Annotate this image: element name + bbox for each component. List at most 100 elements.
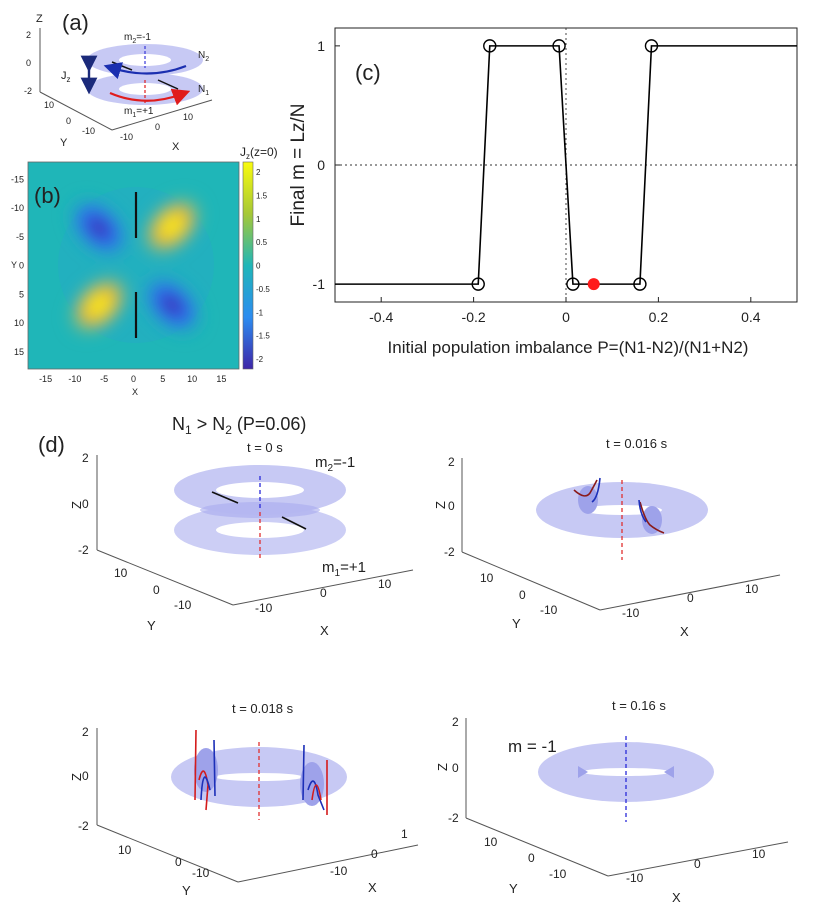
svg-text:-10: -10	[622, 606, 640, 620]
svg-text:X: X	[672, 890, 681, 905]
c-xtick-label: -0.4	[369, 309, 393, 325]
svg-text:2: 2	[448, 455, 455, 469]
a-ytick-0: 0	[66, 116, 71, 126]
svg-text:-10: -10	[255, 601, 273, 615]
a-xtick-0: 0	[155, 122, 160, 132]
c-ytick-label: 0	[317, 157, 325, 173]
svg-text:-10: -10	[540, 603, 558, 617]
c-xtick-label: 0.4	[741, 309, 761, 325]
c-marker	[471, 277, 485, 291]
svg-text:X: X	[368, 880, 377, 895]
svg-text:10: 10	[745, 582, 759, 596]
a-ztick-0: 0	[26, 58, 31, 68]
c-marker	[552, 39, 566, 53]
d1-m1: m1=+1	[322, 559, 366, 579]
svg-text:0: 0	[153, 583, 160, 597]
c-ylabel: Final m = Lz/N	[288, 103, 309, 226]
a-xtick-m10: -10	[120, 132, 133, 142]
panel-d: (d) N1 > N2 (P=0.06) t = 0 s m2=-1 m1=+1…	[38, 414, 789, 905]
panel-c: (c) -0.4 -0.2 0 0.2 0.4 -1 0 1 Initial populat…	[288, 27, 798, 357]
svg-text:0: 0	[687, 591, 694, 605]
a-ztick-2: 2	[26, 30, 31, 40]
b-xtick-label: -5	[100, 374, 108, 384]
c-x-ticks: -0.4 -0.2 0 0.2 0.4	[369, 297, 761, 325]
d2-axis-labels: 2 0 -2 Z 10 0 -10 Y -10 0 10 X	[433, 455, 759, 639]
d1-m2: m2=-1	[315, 454, 355, 474]
panel-c-tag: (c)	[355, 60, 381, 85]
panel-b: (b) Jz(z=0) 2 1.5 1 0.5 0 -0.5 -1 -1.5 -2 -15 -10…	[11, 145, 278, 397]
b-xtick-label: -15	[39, 374, 52, 384]
a-jz-label: Jz	[61, 70, 71, 84]
svg-text:X: X	[320, 623, 329, 638]
b-xlabel: X	[132, 387, 138, 397]
b-y-ticks: -15 -10 -5 0 5 10 15	[11, 174, 24, 357]
a-ytick-m10: -10	[82, 126, 95, 136]
svg-text:0: 0	[175, 855, 182, 869]
svg-text:10: 10	[484, 835, 498, 849]
a-m1-label: m1=+1	[124, 106, 154, 119]
b-ytick-label: -15	[11, 174, 24, 184]
panel-a-tag: (a)	[62, 10, 89, 35]
svg-text:-2: -2	[448, 811, 459, 825]
svg-text:-2: -2	[78, 819, 89, 833]
svg-text:1: 1	[401, 827, 408, 841]
d-subplot-2: t = 0.016 s 2 0 -2 Z 10 0 -10 Y -10 0 10…	[433, 436, 781, 639]
b-xtick-label: 5	[160, 374, 165, 384]
c-series-line	[335, 45, 797, 285]
d3-axis-labels: 2 0 -2 Z 10 0 -10 Y -10 0 1 X	[69, 725, 408, 898]
a-zlabel: Z	[36, 13, 43, 25]
svg-text:Z: Z	[433, 501, 448, 509]
a-xlabel: X	[172, 141, 180, 153]
c-xtick-label: -0.2	[462, 309, 486, 325]
svg-text:10: 10	[378, 577, 392, 591]
a-ylabel: Y	[60, 137, 68, 149]
a-ytick-10: 10	[44, 100, 54, 110]
b-heatmap	[28, 162, 239, 369]
svg-text:0: 0	[694, 857, 701, 871]
d-title: N1 > N2 (P=0.06)	[172, 414, 306, 437]
b-ytick-label: -10	[11, 203, 24, 213]
b-colorbar-tick: -2	[256, 355, 264, 364]
svg-text:-10: -10	[549, 867, 567, 881]
b-colorbar-tick: -0.5	[256, 285, 270, 294]
svg-text:0: 0	[519, 588, 526, 602]
c-xlabel: Initial population imbalance P=(N1-N2)/(…	[388, 338, 749, 357]
b-xtick-label: 0	[131, 374, 136, 384]
d4-time: t = 0.16 s	[612, 698, 666, 713]
b-xtick-label: 15	[216, 374, 226, 384]
c-highlight-point	[587, 278, 600, 291]
b-blob-yellow-tr	[136, 190, 208, 262]
c-marker	[483, 39, 497, 53]
b-ytick-label: 15	[14, 347, 24, 357]
svg-text:10: 10	[114, 566, 128, 580]
c-xtick-label: 0	[562, 309, 570, 325]
b-colorbar-tick: 1.5	[256, 191, 268, 200]
svg-text:0: 0	[371, 847, 378, 861]
svg-text:0: 0	[82, 769, 89, 783]
svg-text:0: 0	[452, 761, 459, 775]
b-blob-blue-br	[136, 269, 208, 341]
b-ytick-label: 10	[14, 318, 24, 328]
svg-text:Y: Y	[182, 883, 191, 898]
b-xtick-label: 10	[187, 374, 197, 384]
b-colorbar-tick: 0	[256, 262, 261, 271]
b-ylabel: Y	[11, 260, 17, 270]
d-subplot-4: t = 0.16 s m = -1 2 0 -2 Z 10 0 -10 Y -1…	[435, 698, 789, 905]
svg-text:10: 10	[480, 571, 494, 585]
a-vortex-line-2	[157, 79, 179, 90]
svg-text:Z: Z	[69, 773, 84, 781]
c-marker	[566, 277, 580, 291]
a-arrow-red	[109, 88, 191, 106]
svg-text:-10: -10	[192, 866, 210, 880]
svg-text:2: 2	[82, 725, 89, 739]
panel-d-tag: (d)	[38, 432, 65, 457]
a-m2-label: m2=-1	[124, 32, 151, 45]
svg-text:-10: -10	[330, 864, 348, 878]
svg-text:Z: Z	[435, 763, 450, 771]
svg-text:0: 0	[82, 497, 89, 511]
b-colorbar-tick: 1	[256, 215, 261, 224]
a-xtick-10: 10	[183, 112, 193, 122]
d3-time: t = 0.018 s	[232, 701, 294, 716]
svg-text:-2: -2	[78, 543, 89, 557]
